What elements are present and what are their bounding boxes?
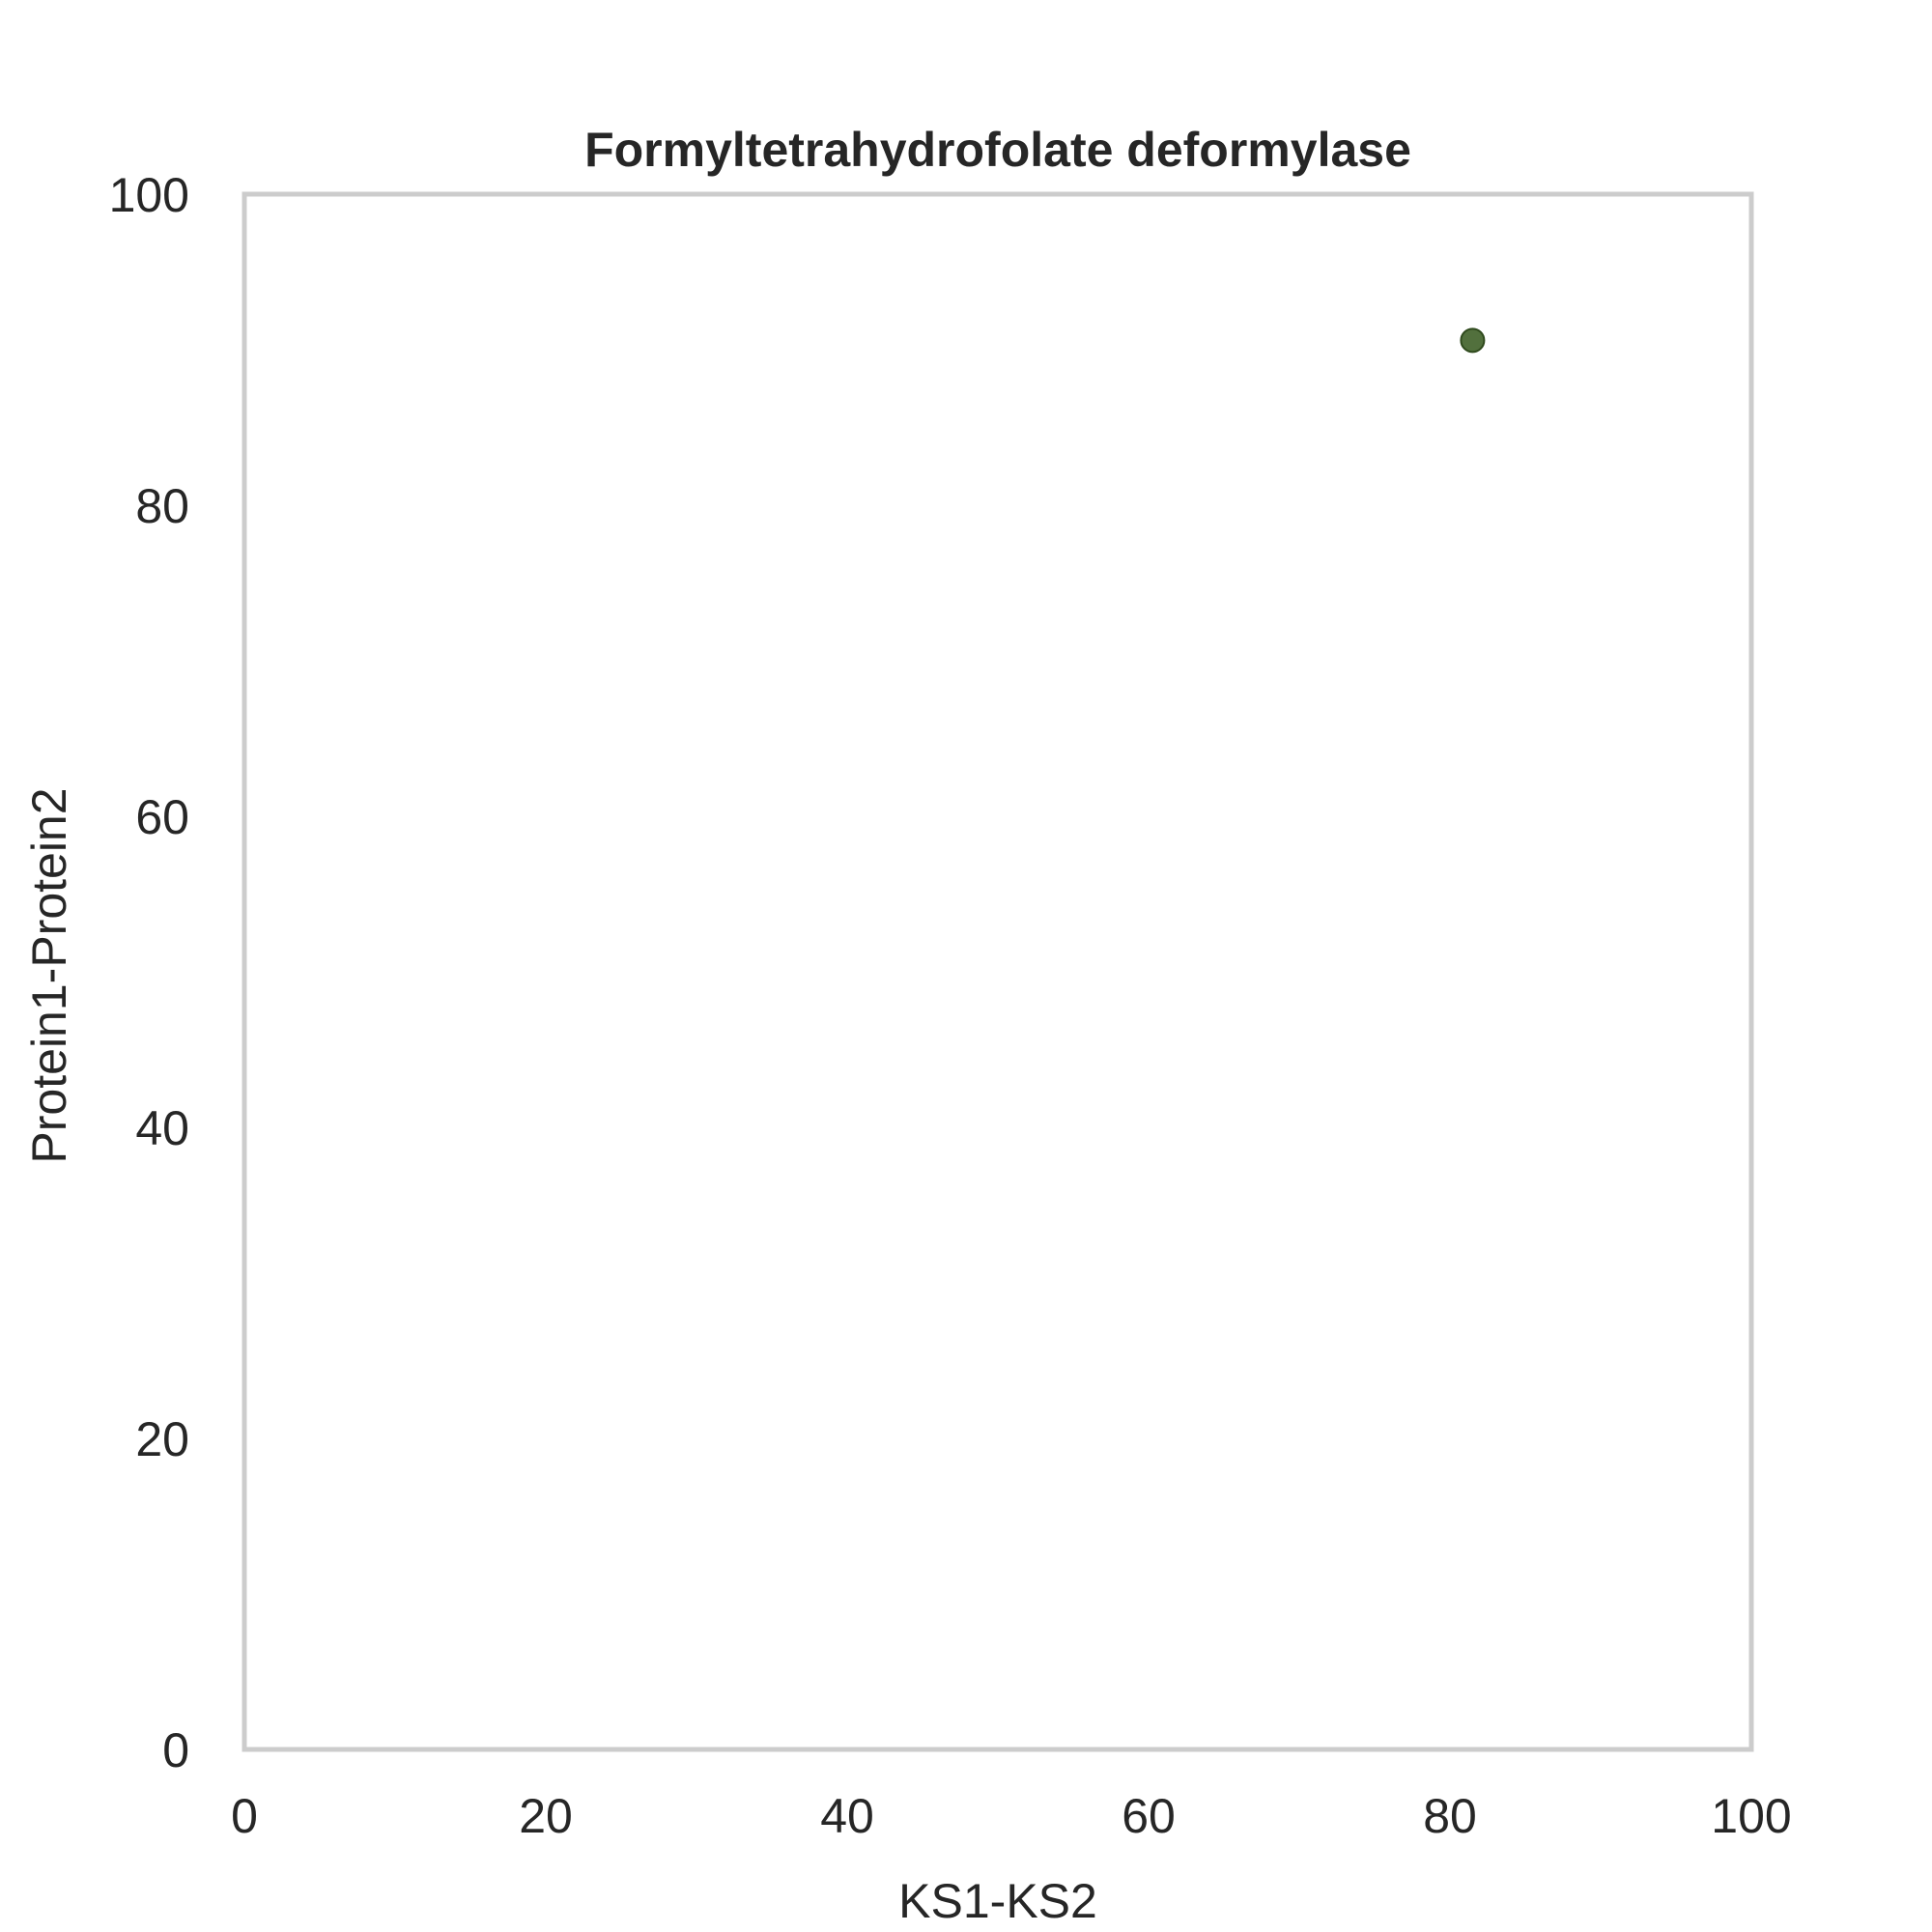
- scatter-point: [1460, 327, 1486, 354]
- y-axis-ticks: 0 20 40 60 80 100: [109, 168, 189, 1777]
- y-axis-label: Protein1-Protein2: [22, 787, 76, 1163]
- plot-background: [244, 194, 1751, 1749]
- y-tick-label: 0: [162, 1723, 189, 1777]
- y-tick-label: 80: [135, 479, 189, 533]
- x-tick-label: 20: [519, 1789, 573, 1843]
- x-tick-label: 0: [231, 1789, 258, 1843]
- x-axis-label: KS1-KS2: [898, 1874, 1097, 1928]
- data-points: [1460, 327, 1486, 354]
- y-tick-label: 20: [135, 1412, 189, 1466]
- x-tick-label: 100: [1711, 1789, 1791, 1843]
- y-tick-label: 100: [109, 168, 189, 222]
- x-axis-ticks: 0 20 40 60 80 100: [231, 1789, 1792, 1843]
- chart-title: Formyltetrahydrofolate deformylase: [584, 123, 1411, 177]
- x-tick-label: 80: [1423, 1789, 1477, 1843]
- x-tick-label: 60: [1122, 1789, 1176, 1843]
- x-tick-label: 40: [820, 1789, 874, 1843]
- y-tick-label: 60: [135, 790, 189, 844]
- y-tick-label: 40: [135, 1101, 189, 1155]
- plot-frame: [242, 191, 1754, 1752]
